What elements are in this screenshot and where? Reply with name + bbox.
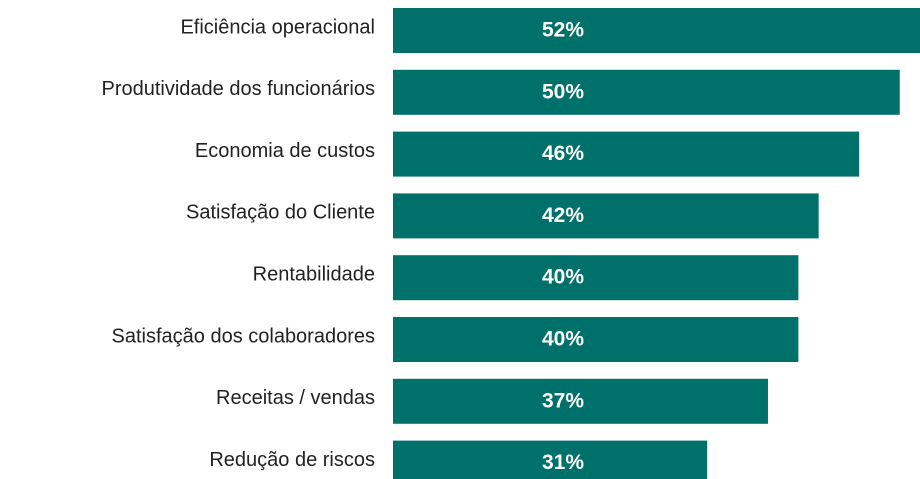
- bar: [393, 8, 920, 53]
- category-label: Satisfação do Cliente: [186, 202, 375, 224]
- bar: [393, 440, 708, 479]
- category-label: Receitas / vendas: [216, 387, 375, 409]
- value-label: 46%: [542, 142, 584, 165]
- category-label: Economia de custos: [195, 140, 375, 162]
- category-label: Redução de riscos: [209, 449, 375, 471]
- value-label: 31%: [542, 451, 584, 474]
- category-label: Produtividade dos funcionários: [101, 78, 375, 100]
- value-label: 37%: [542, 389, 584, 412]
- value-label: 40%: [542, 328, 584, 351]
- bar: [393, 193, 819, 239]
- value-label: 50%: [542, 80, 584, 103]
- bar: [393, 317, 799, 362]
- bar: [393, 69, 900, 115]
- value-label: 52%: [542, 19, 584, 42]
- category-label: Rentabilidade: [253, 263, 375, 285]
- bar: [393, 255, 799, 301]
- bar: [393, 131, 860, 177]
- category-label: Satisfação dos colaboradores: [112, 325, 376, 347]
- category-label: Eficiência operacional: [180, 16, 375, 38]
- bar: [393, 378, 768, 424]
- value-label: 42%: [542, 204, 584, 227]
- value-label: 40%: [542, 266, 584, 289]
